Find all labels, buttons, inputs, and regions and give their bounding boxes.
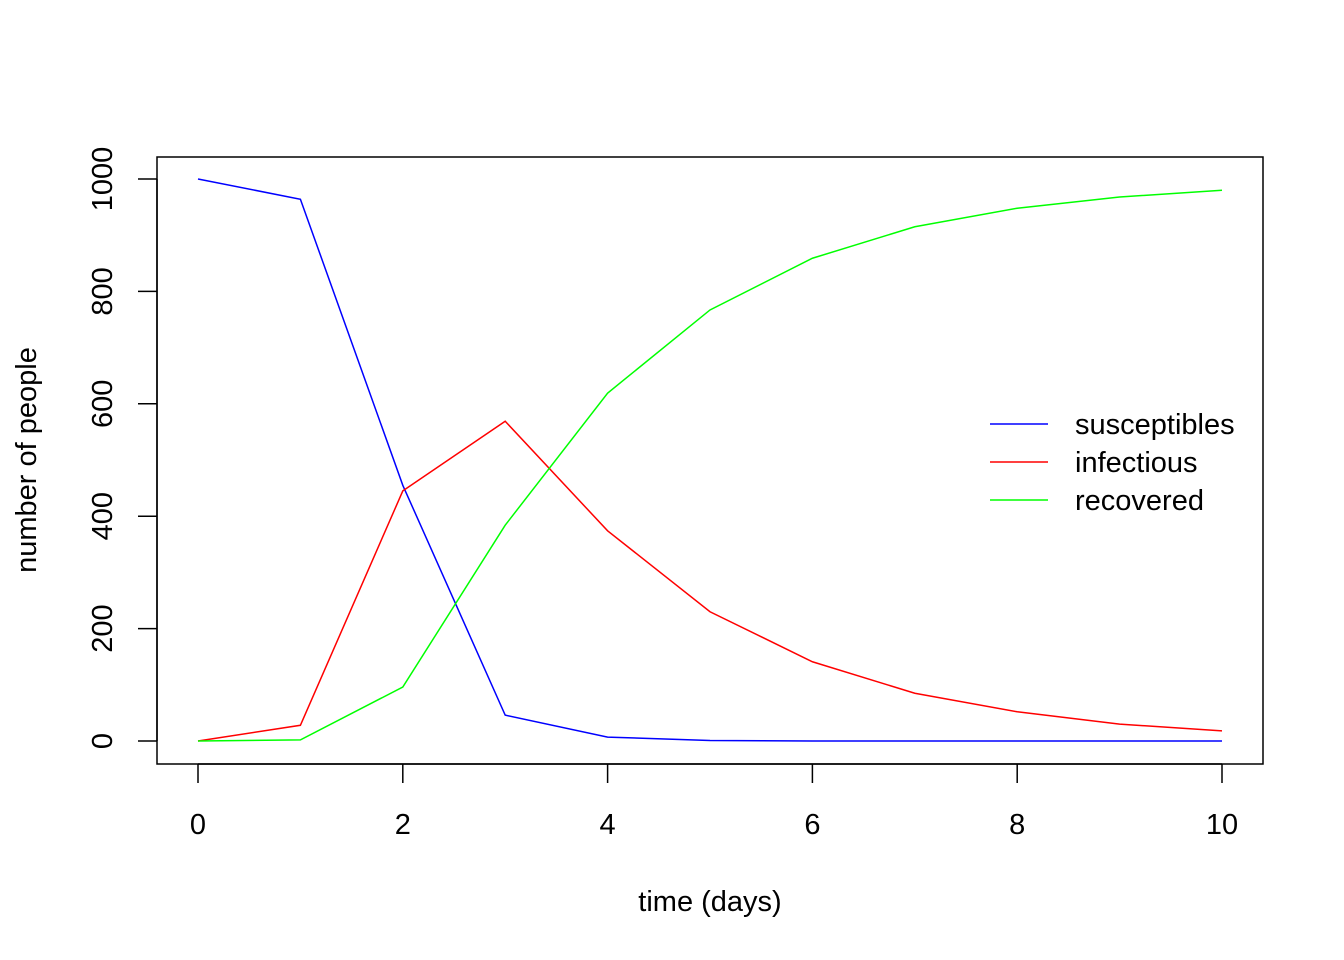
x-tick-label: 0 (190, 809, 206, 841)
y-axis-label: number of people (11, 347, 43, 573)
series-lines (197, 178, 1223, 742)
y-tick-label: 400 (87, 492, 119, 540)
series-line-recovered (197, 189, 1223, 742)
y-tick-label: 800 (87, 267, 119, 315)
y-tick-label: 0 (87, 733, 119, 749)
x-tick-label: 2 (395, 809, 411, 841)
legend: susceptibles infectious recovered (990, 409, 1235, 517)
x-tick-label: 10 (1206, 809, 1238, 841)
series-line-susceptibles (197, 178, 1222, 742)
legend-label-infectious: infectious (1075, 447, 1198, 479)
y-tick-label: 600 (87, 380, 119, 428)
y-axis: 0 200 400 600 800 1000 (87, 147, 158, 749)
x-tick-label: 8 (1009, 809, 1025, 841)
x-axis-label: time (days) (638, 886, 781, 918)
y-tick-label: 1000 (87, 147, 119, 212)
legend-label-recovered: recovered (1075, 485, 1204, 517)
legend-label-susceptibles: susceptibles (1075, 409, 1235, 441)
x-tick-label: 4 (600, 809, 616, 841)
x-axis: 0 2 4 6 8 10 (190, 763, 1238, 841)
y-tick-label: 200 (87, 604, 119, 652)
series-line-infectious (197, 420, 1223, 742)
x-tick-label: 6 (804, 809, 820, 841)
